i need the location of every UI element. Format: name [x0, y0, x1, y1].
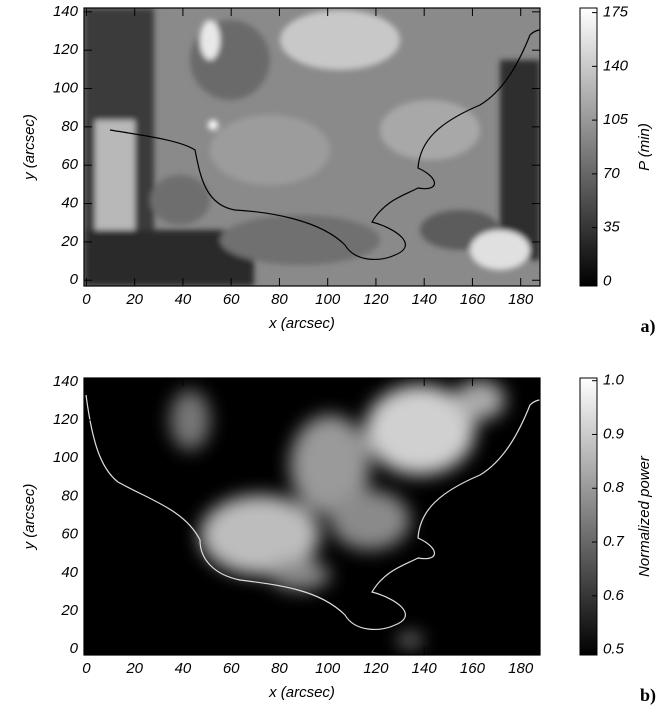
colorbar	[579, 377, 598, 656]
y-tick-label: 120	[53, 41, 79, 58]
colorbar-tick-label: 0	[603, 272, 612, 289]
colorbar-tick-label: 0.7	[603, 533, 625, 550]
x-tick-label: 180	[508, 660, 534, 677]
colorbar-tick-label: 105	[603, 111, 629, 128]
x-tick-label: 120	[363, 291, 389, 308]
x-tick-label: 100	[315, 660, 341, 677]
x-tick-label: 120	[363, 660, 389, 677]
y-tick-label: 0	[70, 640, 79, 657]
x-tick-label: 0	[82, 660, 91, 677]
y-axis-label: y (arcsec)	[21, 114, 38, 181]
x-tick-label: 160	[460, 291, 486, 308]
y-tick-label: 60	[61, 526, 78, 543]
y-tick-label: 120	[53, 411, 79, 428]
y-tick-label: 100	[53, 79, 79, 96]
x-axis-label: x (arcsec)	[268, 684, 335, 701]
x-tick-label: 60	[223, 291, 240, 308]
x-tick-label: 80	[271, 660, 288, 677]
x-tick-label: 80	[271, 291, 288, 308]
y-tick-label: 140	[53, 3, 79, 20]
plot-frame	[83, 7, 541, 287]
y-tick-label: 100	[53, 449, 79, 466]
x-tick-label: 0	[82, 291, 91, 308]
colorbar-tick-label: 1.0	[603, 372, 625, 389]
y-axis-label: y (arcsec)	[21, 484, 38, 551]
panel-label: b)	[640, 685, 656, 706]
y-tick-label: 60	[61, 156, 78, 173]
colorbar-label: Normalized power	[636, 455, 653, 577]
colorbar-tick-label: 0.5	[603, 641, 625, 658]
x-tick-label: 20	[125, 660, 143, 677]
colorbar	[579, 7, 598, 287]
power-map	[84, 378, 540, 655]
panel-label: a)	[641, 316, 656, 337]
y-tick-label: 40	[61, 564, 78, 581]
colorbar-label: P (min)	[636, 123, 653, 171]
period-map	[84, 8, 540, 286]
x-tick-label: 60	[223, 660, 240, 677]
x-tick-label: 160	[460, 660, 486, 677]
y-tick-label: 20	[60, 602, 78, 619]
colorbar-tick-label: 0.9	[603, 425, 625, 442]
y-tick-label: 140	[53, 373, 79, 390]
y-tick-label: 0	[70, 271, 79, 288]
colorbar-tick-label: 140	[603, 57, 629, 74]
colorbar-tick-label: 0.8	[603, 479, 625, 496]
y-tick-label: 20	[60, 233, 78, 250]
y-tick-label: 40	[61, 195, 78, 212]
y-tick-label: 80	[61, 487, 78, 504]
x-tick-label: 140	[412, 291, 438, 308]
colorbar-tick-label: 35	[603, 219, 620, 236]
colorbar-tick-label: 0.6	[603, 587, 625, 604]
x-tick-label: 140	[412, 660, 438, 677]
colorbar-tick-label: 70	[603, 165, 620, 182]
plot-frame	[83, 377, 541, 656]
x-tick-label: 100	[315, 291, 341, 308]
x-tick-label: 40	[175, 660, 192, 677]
x-tick-label: 20	[125, 291, 143, 308]
y-tick-label: 80	[61, 118, 78, 135]
x-tick-label: 180	[508, 291, 534, 308]
colorbar-tick-label: 175	[603, 4, 629, 21]
x-axis-label: x (arcsec)	[268, 315, 335, 332]
x-tick-label: 40	[175, 291, 192, 308]
